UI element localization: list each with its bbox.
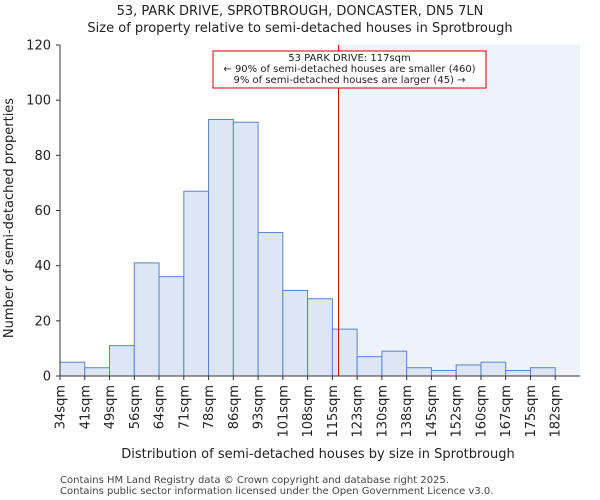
y-axis-label: Number of semi-detached properties	[2, 98, 17, 338]
x-tick-label: 123sqm	[351, 385, 366, 438]
chart-subtitle: Size of property relative to semi-detach…	[87, 21, 512, 36]
x-tick-label: 49sqm	[103, 385, 118, 429]
x-tick-label: 108sqm	[301, 385, 316, 438]
x-tick-label: 115sqm	[326, 385, 341, 438]
x-tick-label: 101sqm	[276, 385, 291, 438]
bar-108sqm	[307, 298, 333, 377]
x-tick-label: 182sqm	[549, 385, 564, 438]
bar-152sqm	[455, 364, 482, 377]
bar-115sqm	[331, 328, 358, 377]
x-tick-label: 78sqm	[202, 385, 217, 429]
y-tick-label: 60	[34, 204, 51, 219]
x-axis-label: Distribution of semi-detached houses by …	[121, 447, 515, 462]
bar-167sqm	[505, 369, 531, 377]
bar-34sqm	[59, 361, 86, 377]
bar-49sqm	[109, 345, 135, 377]
x-tick-label: 152sqm	[450, 385, 465, 438]
x-tick-label: 160sqm	[474, 385, 489, 438]
annotation-line2: ← 90% of semi-detached houses are smalle…	[223, 64, 475, 75]
bar-64sqm	[158, 276, 185, 377]
x-tick-label: 71sqm	[177, 385, 192, 429]
x-tick-label: 175sqm	[524, 385, 539, 438]
bar-175sqm	[529, 367, 556, 377]
y-tick-label: 100	[26, 94, 51, 109]
bar-41sqm	[84, 367, 111, 377]
x-tick-label: 56sqm	[128, 385, 143, 429]
bar-78sqm	[208, 118, 234, 377]
bar-56sqm	[133, 262, 160, 377]
bar-130sqm	[381, 350, 408, 377]
bar-145sqm	[430, 369, 457, 377]
footer-line1: Contains HM Land Registry data © Crown c…	[60, 475, 449, 486]
x-tick-label: 138sqm	[400, 385, 415, 438]
footer-line2: Contains public sector information licen…	[60, 486, 493, 497]
bar-101sqm	[282, 289, 309, 377]
bar-160sqm	[480, 361, 507, 377]
bar-86sqm	[232, 121, 259, 377]
x-tick-label: 34sqm	[54, 385, 69, 429]
x-tick-label: 41sqm	[78, 385, 93, 429]
x-tick-label: 130sqm	[375, 385, 390, 438]
bar-123sqm	[356, 356, 383, 377]
y-tick-label: 80	[34, 149, 51, 164]
bar-93sqm	[257, 232, 284, 377]
y-tick-label: 20	[34, 314, 51, 329]
x-tick-label: 64sqm	[153, 385, 168, 429]
y-tick-label: 40	[34, 259, 51, 274]
annotation-line3: 9% of semi-detached houses are larger (4…	[233, 75, 465, 86]
y-tick-label: 120	[26, 39, 51, 54]
x-tick-label: 93sqm	[252, 385, 267, 429]
annotation-box	[212, 50, 487, 89]
x-tick-label: 167sqm	[499, 385, 514, 438]
chart-title: 53, PARK DRIVE, SPROTBROUGH, DONCASTER, …	[117, 4, 484, 19]
highlight-region	[338, 45, 580, 376]
annotation-line1: 53 PARK DRIVE: 117sqm	[288, 53, 411, 64]
x-tick-label: 86sqm	[227, 385, 242, 429]
bar-138sqm	[406, 367, 432, 377]
bar-71sqm	[183, 190, 210, 377]
x-tick-label: 145sqm	[425, 385, 440, 438]
y-tick-label: 0	[43, 370, 51, 385]
